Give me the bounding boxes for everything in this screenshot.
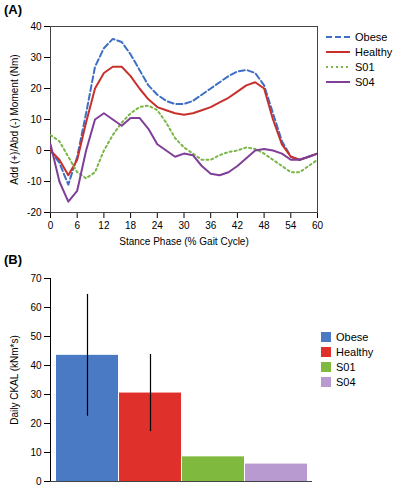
html-text:Obese: Obese [336,331,369,343]
svg-text:Daily CKAL (kNm*s): Daily CKAL (kNm*s) [9,335,20,425]
svg-text:30: 30 [30,52,42,63]
svg-text:10: 10 [30,447,42,458]
svg-text:0: 0 [48,220,54,231]
html-text:S04: S04 [336,376,356,388]
html-text:S04: S04 [355,76,375,88]
svg-text:40: 40 [30,360,42,371]
svg-text:Stance Phase (% Gait Cycle): Stance Phase (% Gait Cycle) [119,236,249,247]
svg-text:10: 10 [30,114,42,125]
svg-text:24: 24 [152,220,164,231]
svg-text:30: 30 [30,389,42,400]
svg-text:36: 36 [205,220,217,231]
html-text:Obese: Obese [355,31,388,43]
html-text:S01: S01 [355,61,375,73]
html-text:Healthy: Healthy [355,46,393,58]
svg-text:-20: -20 [27,207,42,218]
svg-text:20: 20 [30,418,42,429]
svg-text:54: 54 [285,220,297,231]
svg-text:60: 60 [312,220,324,231]
html-text:(B): (B) [4,252,22,267]
svg-text:70: 70 [30,273,42,284]
html-text:(A): (A) [4,2,22,17]
svg-text:50: 50 [30,331,42,342]
svg-text:42: 42 [232,220,244,231]
svg-text:-10: -10 [27,176,42,187]
svg-text:20: 20 [30,83,42,94]
svg-text:12: 12 [98,220,110,231]
svg-text:48: 48 [259,220,271,231]
html-text:S01: S01 [336,361,356,373]
svg-text:60: 60 [30,302,42,313]
svg-text:18: 18 [125,220,137,231]
svg-text:0: 0 [36,476,42,487]
svg-text:0: 0 [36,145,42,156]
svg-text:40: 40 [30,21,42,32]
svg-text:6: 6 [74,220,80,231]
svg-text:30: 30 [178,220,190,231]
html-text:Healthy: Healthy [336,346,374,358]
svg-text:Add (+)/Abd (-) Moment (Nm): Add (+)/Abd (-) Moment (Nm) [9,54,20,184]
